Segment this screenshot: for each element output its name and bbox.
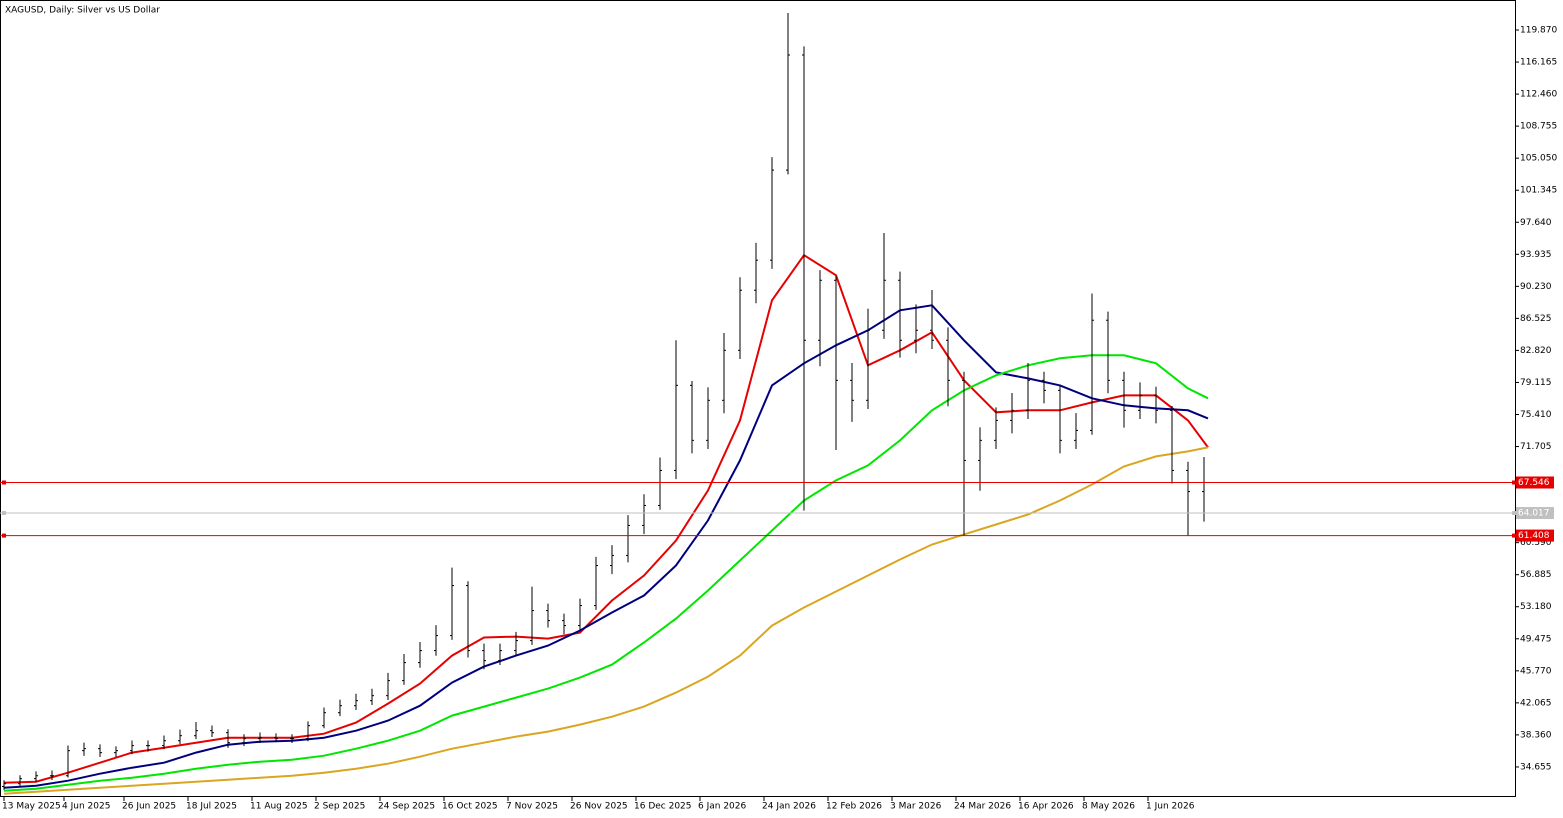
level-label: 61.408 — [1518, 531, 1550, 541]
level-label: 67.546 — [1518, 478, 1550, 488]
x-tick-label: 8 May 2026 — [1082, 802, 1135, 812]
x-tick-label: 16 Apr 2026 — [1018, 802, 1074, 812]
level-label: 64.017 — [1518, 509, 1550, 519]
level-label-box — [1516, 529, 1554, 542]
y-tick-label: 101.345 — [1520, 186, 1557, 196]
x-tick-label: 4 Jun 2025 — [62, 802, 110, 812]
x-tick-label: 13 May 2025 — [2, 802, 61, 812]
y-tick-label: 75.410 — [1520, 410, 1552, 420]
y-tick-label: 82.820 — [1520, 346, 1552, 356]
level-label-box — [1516, 507, 1554, 520]
moving-average-line — [3, 304, 1209, 789]
y-tick-label: 38.360 — [1520, 730, 1552, 740]
x-tick-label: 18 Jul 2025 — [186, 802, 237, 812]
chart-title: XAGUSD, Daily: Silver vs US Dollar — [5, 6, 160, 16]
moving-average-line — [3, 253, 1209, 784]
x-tick-label: 11 Aug 2025 — [250, 802, 308, 812]
plot-frame — [0, 0, 1516, 797]
x-tick-label: 24 Jan 2026 — [762, 802, 816, 812]
level-marker — [1512, 480, 1516, 485]
x-tick-label: 16 Oct 2025 — [442, 802, 498, 812]
level-marker — [2, 533, 6, 538]
x-tick-label: 6 Jan 2026 — [698, 802, 746, 812]
y-tick-label: 119.870 — [1520, 26, 1557, 36]
x-tick-label: 12 Feb 2026 — [826, 802, 882, 812]
y-tick-label: 49.475 — [1520, 634, 1552, 644]
y-tick-label: 71.705 — [1520, 442, 1552, 452]
y-tick-label: 56.885 — [1520, 570, 1552, 580]
x-tick-label: 24 Mar 2026 — [954, 802, 1011, 812]
level-label-box — [1516, 476, 1554, 489]
x-tick-label: 26 Nov 2025 — [570, 802, 628, 812]
y-tick-label: 93.935 — [1520, 250, 1552, 260]
y-tick-label: 112.460 — [1520, 90, 1557, 100]
y-tick-label: 53.180 — [1520, 602, 1552, 612]
level-marker — [1512, 533, 1516, 538]
y-tick-label: 45.770 — [1520, 666, 1552, 676]
level-marker — [2, 511, 6, 516]
x-tick-label: 3 Mar 2026 — [890, 802, 942, 812]
moving-average-line — [3, 446, 1209, 795]
x-tick-label: 1 Jun 2026 — [1146, 802, 1195, 812]
x-tick-label: 16 Dec 2025 — [634, 802, 692, 812]
y-tick-label: 42.065 — [1520, 698, 1552, 708]
x-tick-label: 24 Sep 2025 — [378, 802, 435, 812]
y-tick-label: 34.655 — [1520, 762, 1552, 772]
y-tick-label: 108.755 — [1520, 122, 1557, 132]
y-tick-label: 90.230 — [1520, 282, 1552, 292]
y-tick-label: 86.525 — [1520, 314, 1552, 324]
y-tick-label: 60.590 — [1520, 538, 1552, 548]
y-tick-label: 116.165 — [1520, 58, 1557, 68]
y-tick-label: 97.640 — [1520, 218, 1552, 228]
y-tick-label: 105.050 — [1520, 154, 1557, 164]
level-marker — [1512, 511, 1516, 516]
level-marker — [2, 480, 6, 485]
moving-average-line — [3, 354, 1209, 792]
x-tick-label: 26 Jun 2025 — [122, 802, 176, 812]
x-tick-label: 2 Sep 2025 — [314, 802, 365, 812]
x-tick-label: 7 Nov 2025 — [506, 802, 558, 812]
y-tick-label: 79.115 — [1520, 378, 1552, 388]
